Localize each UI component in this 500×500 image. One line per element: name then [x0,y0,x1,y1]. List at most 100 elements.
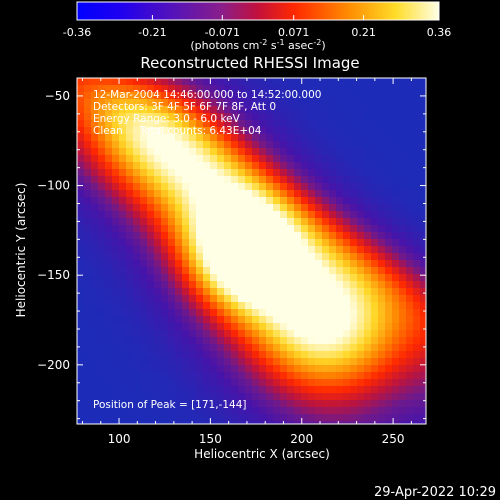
heatmap-cell [224,176,232,184]
heatmap-cell [322,358,330,366]
heatmap-cell [329,386,337,394]
heatmap-cell [182,337,190,345]
heatmap-cell [203,267,211,275]
heatmap-cell [308,78,316,86]
heatmap-cell [91,106,99,114]
heatmap-cell [84,106,92,114]
heatmap-cell [91,372,99,380]
heatmap-cell [392,183,400,191]
heatmap-cell [140,393,148,401]
heatmap-cell [343,337,351,345]
heatmap-cell [168,78,176,86]
heatmap-cell [280,407,288,415]
heatmap-cell [301,379,309,387]
heatmap-cell [413,288,421,296]
heatmap-cell [196,190,204,198]
heatmap-cell [91,288,99,296]
heatmap-cell [98,169,106,177]
y-axis-label: Heliocentric Y (arcsec) [14,183,28,318]
heatmap-cell [175,421,183,424]
heatmap-cell [203,176,211,184]
heatmap-cell [315,120,323,128]
heatmap-cell [322,162,330,170]
heatmap-cell [140,239,148,247]
heatmap-cell [154,162,162,170]
heatmap-cell [189,246,197,254]
heatmap-cell [224,330,232,338]
heatmap-cell [238,155,246,163]
heatmap-cell [322,295,330,303]
heatmap-cell [245,302,253,310]
heatmap-cell [98,267,106,275]
heatmap-cell [133,162,141,170]
heatmap-cell [147,190,155,198]
heatmap-cell [126,155,134,163]
heatmap-cell [112,407,120,415]
heatmap-cell [217,365,225,373]
heatmap-cell [322,78,330,86]
heatmap-cell [385,393,393,401]
heatmap-cell [420,260,426,268]
heatmap-cell [189,386,197,394]
heatmap-cell [273,337,281,345]
heatmap-cell [287,330,295,338]
annotation-detectors: Detectors: 3F 4F 5F 6F 7F 8F, Att 0 [93,101,276,113]
heatmap-cell [98,337,106,345]
heatmap-cell [98,106,106,114]
heatmap-cell [154,253,162,261]
heatmap-cell [84,274,92,282]
heatmap-cell [168,246,176,254]
heatmap-cell [252,274,260,282]
heatmap-cell [112,400,120,408]
heatmap-cell [357,260,365,268]
heatmap-cell [252,99,260,107]
heatmap-cell [308,134,316,142]
heatmap-cell [385,267,393,275]
heatmap-cell [266,197,274,205]
heatmap-cell [322,239,330,247]
heatmap-cell [308,120,316,128]
heatmap-cell [301,267,309,275]
heatmap-cell [112,246,120,254]
heatmap-cell [259,246,267,254]
heatmap-cell [378,379,386,387]
heatmap-cell [112,260,120,268]
heatmap-cell [105,246,113,254]
heatmap-cell [175,253,183,261]
heatmap-cell [308,267,316,275]
heatmap-cell [154,176,162,184]
heatmap-cell [294,253,302,261]
heatmap-cell [350,99,358,107]
heatmap-cell [406,106,414,114]
heatmap-cell [196,309,204,317]
heatmap-cell [392,372,400,380]
heatmap-cell [413,246,421,254]
heatmap-cell [231,120,239,128]
heatmap-cell [84,99,92,107]
heatmap-cell [371,148,379,156]
heatmap-cell [154,281,162,289]
heatmap-cell [350,400,358,408]
heatmap-cell [420,127,426,135]
heatmap-cell [203,78,211,86]
heatmap-cell [294,113,302,121]
heatmap-cell [189,218,197,226]
heatmap-cell [259,113,267,121]
heatmap-cell [182,113,190,121]
heatmap-cell [224,169,232,177]
heatmap-cell [147,141,155,149]
heatmap-cell [322,386,330,394]
heatmap-cell [378,253,386,261]
heatmap-cell [315,330,323,338]
heatmap-cell [266,92,274,100]
heatmap-cell [273,85,281,93]
heatmap-cell [371,134,379,142]
heatmap-cell [406,365,414,373]
heatmap-cell [371,351,379,359]
heatmap-cell [336,218,344,226]
heatmap-cell [294,351,302,359]
heatmap-cell [301,148,309,156]
heatmap-cell [175,148,183,156]
heatmap-cell [154,400,162,408]
heatmap-cell [154,113,162,121]
